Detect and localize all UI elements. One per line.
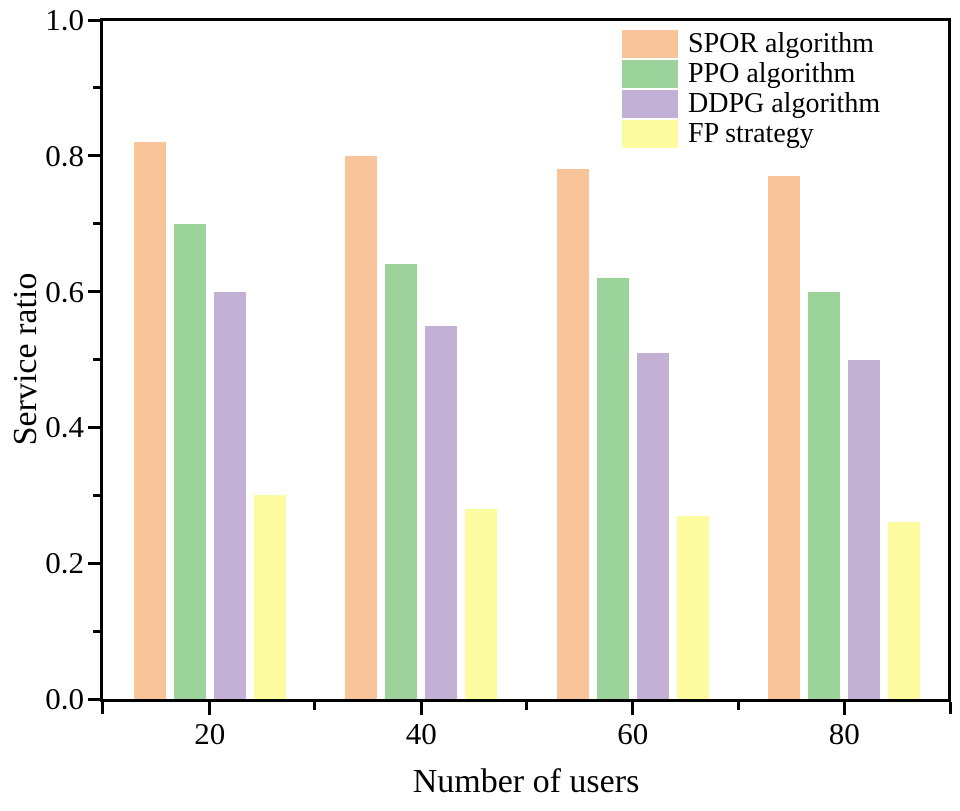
x-minor-tick: [312, 702, 316, 710]
legend-swatch-ddpg: [622, 90, 678, 118]
x-end-tick: [948, 702, 952, 714]
y-major-tick: [88, 425, 100, 429]
bar-fp-20: [253, 495, 286, 699]
y-tick-label: 0.2: [45, 545, 84, 581]
x-minor-tick: [736, 702, 740, 710]
legend-swatch-spor: [622, 30, 678, 58]
x-major-tick: [208, 702, 212, 715]
bar-ppo-20: [173, 223, 206, 699]
y-major-tick: [88, 154, 100, 158]
x-axis-title: Number of users: [412, 763, 640, 800]
x-major-tick: [631, 702, 635, 715]
y-minor-tick: [93, 493, 100, 497]
x-end-tick: [100, 702, 104, 714]
y-tick-label: 0.0: [45, 681, 84, 716]
bar-ppo-80: [808, 291, 841, 699]
y-minor-tick: [93, 222, 100, 226]
bar-ddpg-80: [848, 359, 881, 699]
bar-fp-80: [888, 522, 921, 699]
x-major-tick: [842, 702, 846, 715]
bar-spor-60: [556, 169, 589, 699]
bar-ppo-60: [596, 278, 629, 699]
legend-label-spor: SPOR algorithm: [688, 28, 874, 59]
y-tick-label: 0.6: [45, 273, 84, 309]
x-tick-label: 40: [405, 716, 437, 751]
legend-label-ppo: PPO algorithm: [688, 58, 856, 89]
y-minor-tick: [93, 629, 100, 633]
y-tick-label: 0.4: [45, 409, 84, 445]
bar-fp-60: [676, 515, 709, 699]
bar-ddpg-60: [636, 352, 669, 699]
x-tick-label: 20: [194, 716, 226, 751]
bar-ddpg-40: [425, 325, 458, 699]
x-tick-label: 80: [828, 716, 860, 751]
y-major-tick: [88, 290, 100, 294]
x-major-tick: [419, 702, 423, 715]
y-major-tick: [88, 561, 100, 565]
legend-label-fp: FP strategy: [688, 118, 814, 149]
x-minor-tick: [524, 702, 528, 710]
legend-swatch-ppo: [622, 60, 678, 88]
bar-ddpg-20: [213, 291, 246, 699]
x-tick-label: 60: [617, 716, 649, 751]
bar-ppo-40: [385, 264, 418, 699]
legend-swatch-fp: [622, 120, 678, 148]
y-tick-label: 0.8: [45, 137, 84, 173]
y-minor-tick: [93, 358, 100, 361]
bar-spor-80: [768, 176, 801, 699]
bar-spor-20: [133, 142, 166, 699]
y-major-tick: [88, 697, 100, 701]
bar-spor-40: [345, 155, 378, 699]
plot-frame: [100, 18, 951, 702]
y-minor-tick: [93, 86, 100, 90]
y-major-tick: [88, 18, 100, 22]
bar-fp-40: [465, 508, 498, 699]
y-tick-label: 1.0: [45, 2, 84, 37]
legend-label-ddpg: DDPG algorithm: [688, 88, 881, 119]
